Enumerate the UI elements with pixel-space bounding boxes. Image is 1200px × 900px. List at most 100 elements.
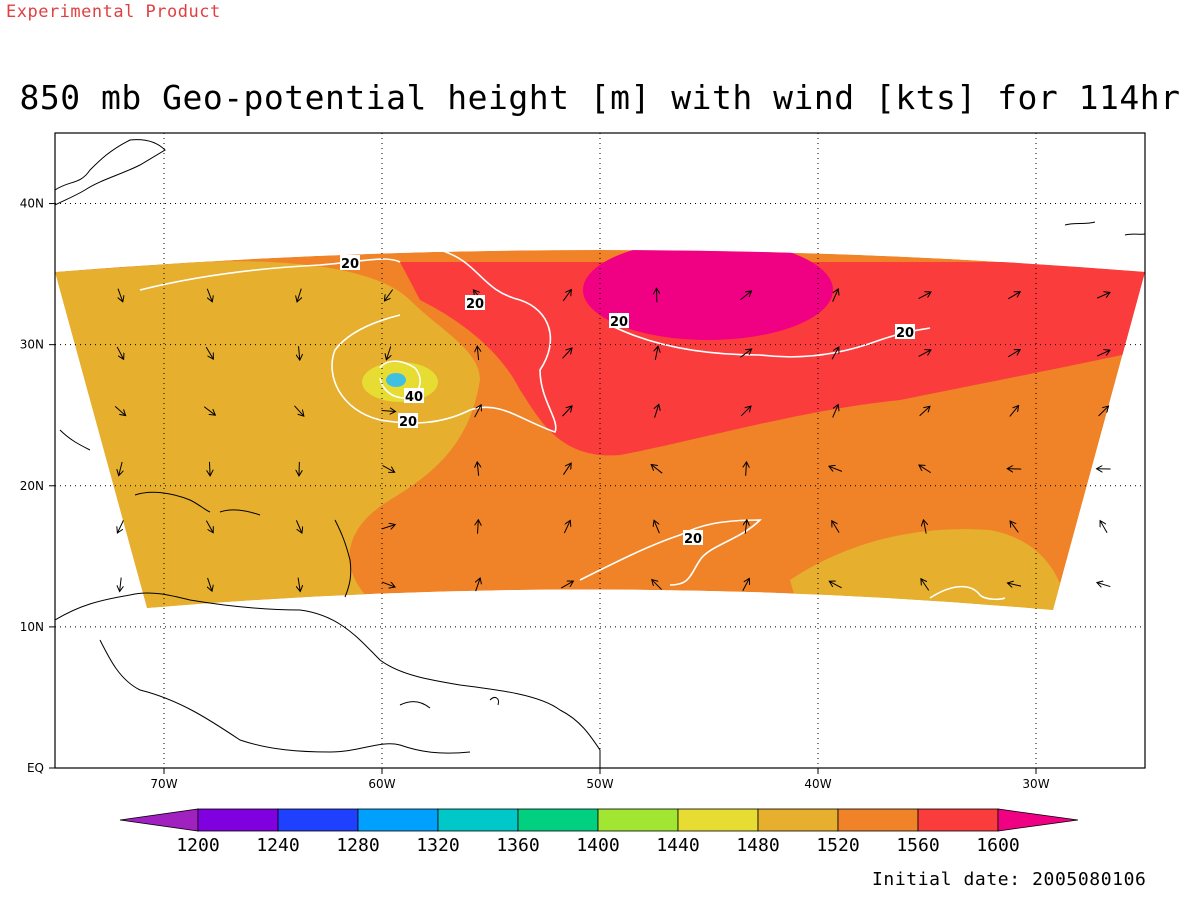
wind-vector <box>120 577 122 592</box>
coastline-segment <box>55 592 601 768</box>
contour-label-bg <box>340 255 360 270</box>
wind-vector <box>740 406 751 417</box>
wind-vector <box>118 288 123 302</box>
wind-vector <box>382 465 394 472</box>
lat-lon-grid <box>55 133 1145 768</box>
colorbar-tick-label: 1200 <box>176 835 219 856</box>
wind-vector <box>381 410 396 411</box>
coastline-segment <box>489 697 499 706</box>
wind-vector <box>919 406 930 417</box>
wind-vector <box>205 346 213 359</box>
coastline-segment <box>399 701 431 709</box>
wind-vector <box>116 346 123 359</box>
wind-vector <box>206 288 212 302</box>
colorbar-swatch <box>197 808 279 832</box>
colorbar-swatch <box>917 808 999 832</box>
wind-vector <box>745 520 747 534</box>
field-1520-east <box>790 529 1070 610</box>
wind-vector <box>1010 521 1019 533</box>
wind-vector <box>478 520 479 534</box>
wind-vector <box>119 461 122 476</box>
wind-vector <box>652 580 662 590</box>
wind-vector <box>1097 583 1111 587</box>
colorbar-swatch <box>437 808 519 832</box>
colorbar-tick-label: 1520 <box>816 835 859 856</box>
wind-vector <box>562 348 572 359</box>
wind-vector <box>117 520 124 533</box>
wind-vector <box>562 406 573 417</box>
height-field <box>55 250 1145 610</box>
wind-vector <box>1009 406 1019 417</box>
wind-vector <box>1096 292 1110 299</box>
coastline-segment <box>219 509 261 516</box>
wind-vector <box>474 405 481 418</box>
contour-label-bg <box>895 324 915 339</box>
wind-vector <box>918 292 931 299</box>
wind-vector <box>1007 292 1020 300</box>
wind-vector <box>386 346 390 359</box>
lon-tick-label: 70W <box>150 777 177 791</box>
colorbar-tick-label: 1400 <box>576 835 619 856</box>
coastline-segment <box>59 429 91 451</box>
wind-vector <box>205 520 213 533</box>
contour-label: 20 <box>896 326 914 341</box>
wind-vector <box>655 346 658 361</box>
coastline-segment <box>334 519 352 598</box>
wind-vector <box>294 405 303 416</box>
contour-label: 40 <box>405 390 423 405</box>
colorbar-tick-label: 1600 <box>976 835 1019 856</box>
colorbar-tick-label: 1240 <box>256 835 299 856</box>
initial-date: Initial date: 2005080106 <box>872 869 1147 890</box>
lon-tick-label: 40W <box>804 777 831 791</box>
wind-vector <box>203 406 215 415</box>
wind-vector <box>477 346 478 361</box>
wind-vector <box>832 405 839 418</box>
coastlines <box>55 139 1145 768</box>
colorbar-swatch <box>517 808 599 832</box>
lon-tick-label: 60W <box>368 777 395 791</box>
contour-label-bg <box>404 388 424 403</box>
contour-label-bg <box>465 295 485 310</box>
colorbar-tick-label: 1280 <box>336 835 379 856</box>
wind-vector <box>1100 521 1108 534</box>
field-1600 <box>400 262 1145 456</box>
isotach-contour <box>929 585 1006 601</box>
lon-tick-label: 50W <box>586 777 613 791</box>
wind-vector <box>831 347 839 360</box>
colorbar-tick-label: 1320 <box>416 835 459 856</box>
contour-label: 20 <box>466 297 484 312</box>
wind-vector <box>919 465 931 474</box>
field-1640 <box>583 250 833 340</box>
lat-tick-label: EQ <box>27 761 44 775</box>
wind-vectors <box>114 288 1111 592</box>
colorbar-swatch <box>757 808 839 832</box>
wind-vector <box>740 291 752 301</box>
colorbar-swatch <box>837 808 919 832</box>
wind-vector <box>299 346 300 360</box>
isotach-contour <box>139 258 401 291</box>
wind-vector <box>1098 406 1109 417</box>
wind-vector <box>476 578 480 592</box>
coastline-segment <box>55 139 166 206</box>
wind-vector <box>829 466 843 472</box>
wind-vector <box>1097 350 1110 357</box>
colorbar-tick-label: 1480 <box>736 835 779 856</box>
coastline-segment <box>134 491 211 513</box>
map-title: 850 mb Geo-potential height [m] with win… <box>19 78 1181 117</box>
wind-vector <box>209 461 210 476</box>
wind-vector <box>295 520 302 533</box>
contour-label: 20 <box>399 415 417 430</box>
wind-vector <box>832 521 840 533</box>
wind-vector <box>114 405 126 415</box>
contour-label: 20 <box>684 532 702 547</box>
wind-vector <box>742 578 750 591</box>
lat-tick-label: 20N <box>20 479 44 493</box>
map-frame-content: 20 20 20 20 40 20 20 <box>55 133 1145 768</box>
storm-center <box>386 373 406 387</box>
lat-tick-label: 30N <box>20 338 44 352</box>
colorbar-tick-label: 1360 <box>496 835 539 856</box>
wind-vector <box>381 581 395 587</box>
lat-tick-label: 40N <box>20 197 44 211</box>
contour-label-bg <box>609 313 629 328</box>
colorbar-tick-label: 1440 <box>656 835 699 856</box>
